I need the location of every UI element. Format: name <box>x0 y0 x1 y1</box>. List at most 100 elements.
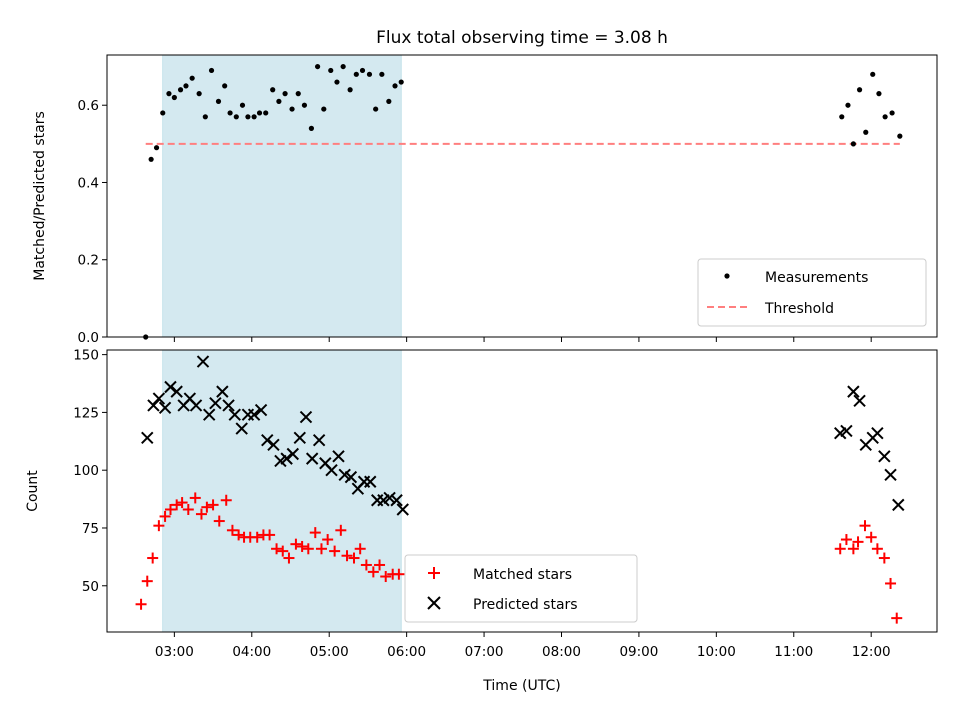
matched-stars-point <box>348 552 360 564</box>
x-tick-label: 06:00 <box>387 644 426 660</box>
predicted-stars-point <box>267 438 280 451</box>
top-y-tick-label: 0.6 <box>78 98 99 114</box>
measurements-point <box>256 110 263 116</box>
bottom-y-tick-label: 125 <box>73 405 99 421</box>
measurements-point <box>276 98 282 104</box>
top-panel-frame <box>106 54 938 338</box>
predicted-stars-point <box>312 433 326 447</box>
predicted-stars-point <box>325 463 338 477</box>
matched-stars-point <box>264 529 276 541</box>
x-tick-label: 10:00 <box>697 644 736 660</box>
predicted-stars-point <box>141 431 154 445</box>
matched-stars-point <box>213 515 225 527</box>
measurements-point <box>166 91 172 97</box>
predicted-stars-point <box>390 494 403 507</box>
measurements-point <box>263 110 269 116</box>
measurements-point <box>215 98 222 104</box>
matched-stars-point <box>891 612 903 624</box>
matched-stars-point <box>271 543 283 555</box>
measurements-point <box>353 71 359 77</box>
x-tick-label: 12:00 <box>852 644 891 660</box>
measurements-point <box>251 114 257 120</box>
top-legend-box <box>697 258 927 327</box>
bottom-panel-marks <box>135 355 905 624</box>
matched-stars-point <box>871 543 883 555</box>
matched-stars-point <box>201 501 213 513</box>
measurements-point <box>270 87 276 93</box>
matched-stars-point <box>135 598 147 610</box>
matched-stars-point <box>852 536 864 548</box>
predicted-stars-point <box>299 410 313 424</box>
top-panel-legend: Measurements Threshold <box>697 258 927 327</box>
bottom-legend-box <box>404 554 638 623</box>
chart-title: Flux total observing time = 3.08 h <box>376 28 668 48</box>
predicted-stars-point <box>189 399 203 412</box>
measurements-point <box>289 106 295 112</box>
matched-stars-point <box>159 510 171 522</box>
matched-stars-point <box>220 494 232 506</box>
x-tick-label: 07:00 <box>465 644 504 660</box>
predicted-stars-point <box>853 394 866 408</box>
measurements-point <box>897 133 903 139</box>
measurements-point <box>202 114 208 120</box>
predicted-stars-point <box>261 433 274 447</box>
predicted-stars-point <box>254 403 268 417</box>
legend-threshold-label: Threshold <box>764 301 834 317</box>
measurements-point <box>222 83 228 89</box>
measurements-point <box>153 145 160 151</box>
measurements-point <box>863 129 869 135</box>
measurements-point <box>295 91 301 97</box>
matched-stars-point <box>380 571 392 583</box>
matched-stars-point <box>393 568 405 580</box>
bottom-panel-y-axis-label: Count <box>25 470 41 512</box>
measurements-point <box>359 67 366 74</box>
matched-stars-point <box>315 543 327 555</box>
matched-stars-point <box>153 520 165 532</box>
matched-stars-point <box>859 520 871 532</box>
x-tick-label: 09:00 <box>619 644 658 660</box>
matched-stars-point <box>277 545 289 557</box>
bottom-y-tick-label: 75 <box>82 521 99 537</box>
bottom-y-tick-label: 100 <box>73 463 99 479</box>
predicted-stars-point <box>364 475 377 488</box>
predicted-stars-point <box>884 468 897 482</box>
bottom-panel-legend: Matched stars Predicted stars <box>404 554 638 623</box>
measurements-point <box>177 87 184 93</box>
bottom-y-tick-label: 50 <box>82 579 99 595</box>
measurements-point <box>148 156 154 162</box>
bottom-panel-shade <box>162 349 402 633</box>
measurements-point <box>882 114 888 120</box>
measurements-point <box>301 102 308 108</box>
matched-stars-point <box>182 503 194 515</box>
measurements-point <box>386 98 392 104</box>
measurements-point <box>373 106 379 112</box>
matched-stars-point <box>367 566 379 578</box>
x-axis-label: Time (UTC) <box>482 678 560 694</box>
matched-stars-point <box>341 550 353 562</box>
measurements-point <box>308 125 315 131</box>
predicted-stars-point <box>871 427 884 440</box>
matched-stars-point <box>147 552 159 564</box>
bottom-panel-frame <box>106 349 938 633</box>
measurements-point <box>398 79 404 85</box>
measurements-point <box>189 75 195 81</box>
matched-stars-point <box>309 527 321 539</box>
matched-stars-point <box>233 529 245 541</box>
top-y-tick-label: 0.0 <box>78 330 99 346</box>
matched-stars-point <box>360 559 372 571</box>
measurements-point <box>379 71 385 77</box>
measurements-point <box>870 71 876 77</box>
matched-stars-point <box>302 543 314 555</box>
measurements-point <box>366 71 373 77</box>
measurements-point <box>171 94 177 101</box>
legend-predicted-marker <box>427 596 441 610</box>
predicted-stars-point <box>209 396 222 410</box>
matched-stars-point <box>290 538 302 550</box>
matched-stars-point <box>885 577 897 589</box>
measurements-point <box>160 110 166 116</box>
measurements-point <box>889 110 895 116</box>
predicted-stars-point <box>170 385 183 398</box>
measurements-point <box>876 91 882 97</box>
